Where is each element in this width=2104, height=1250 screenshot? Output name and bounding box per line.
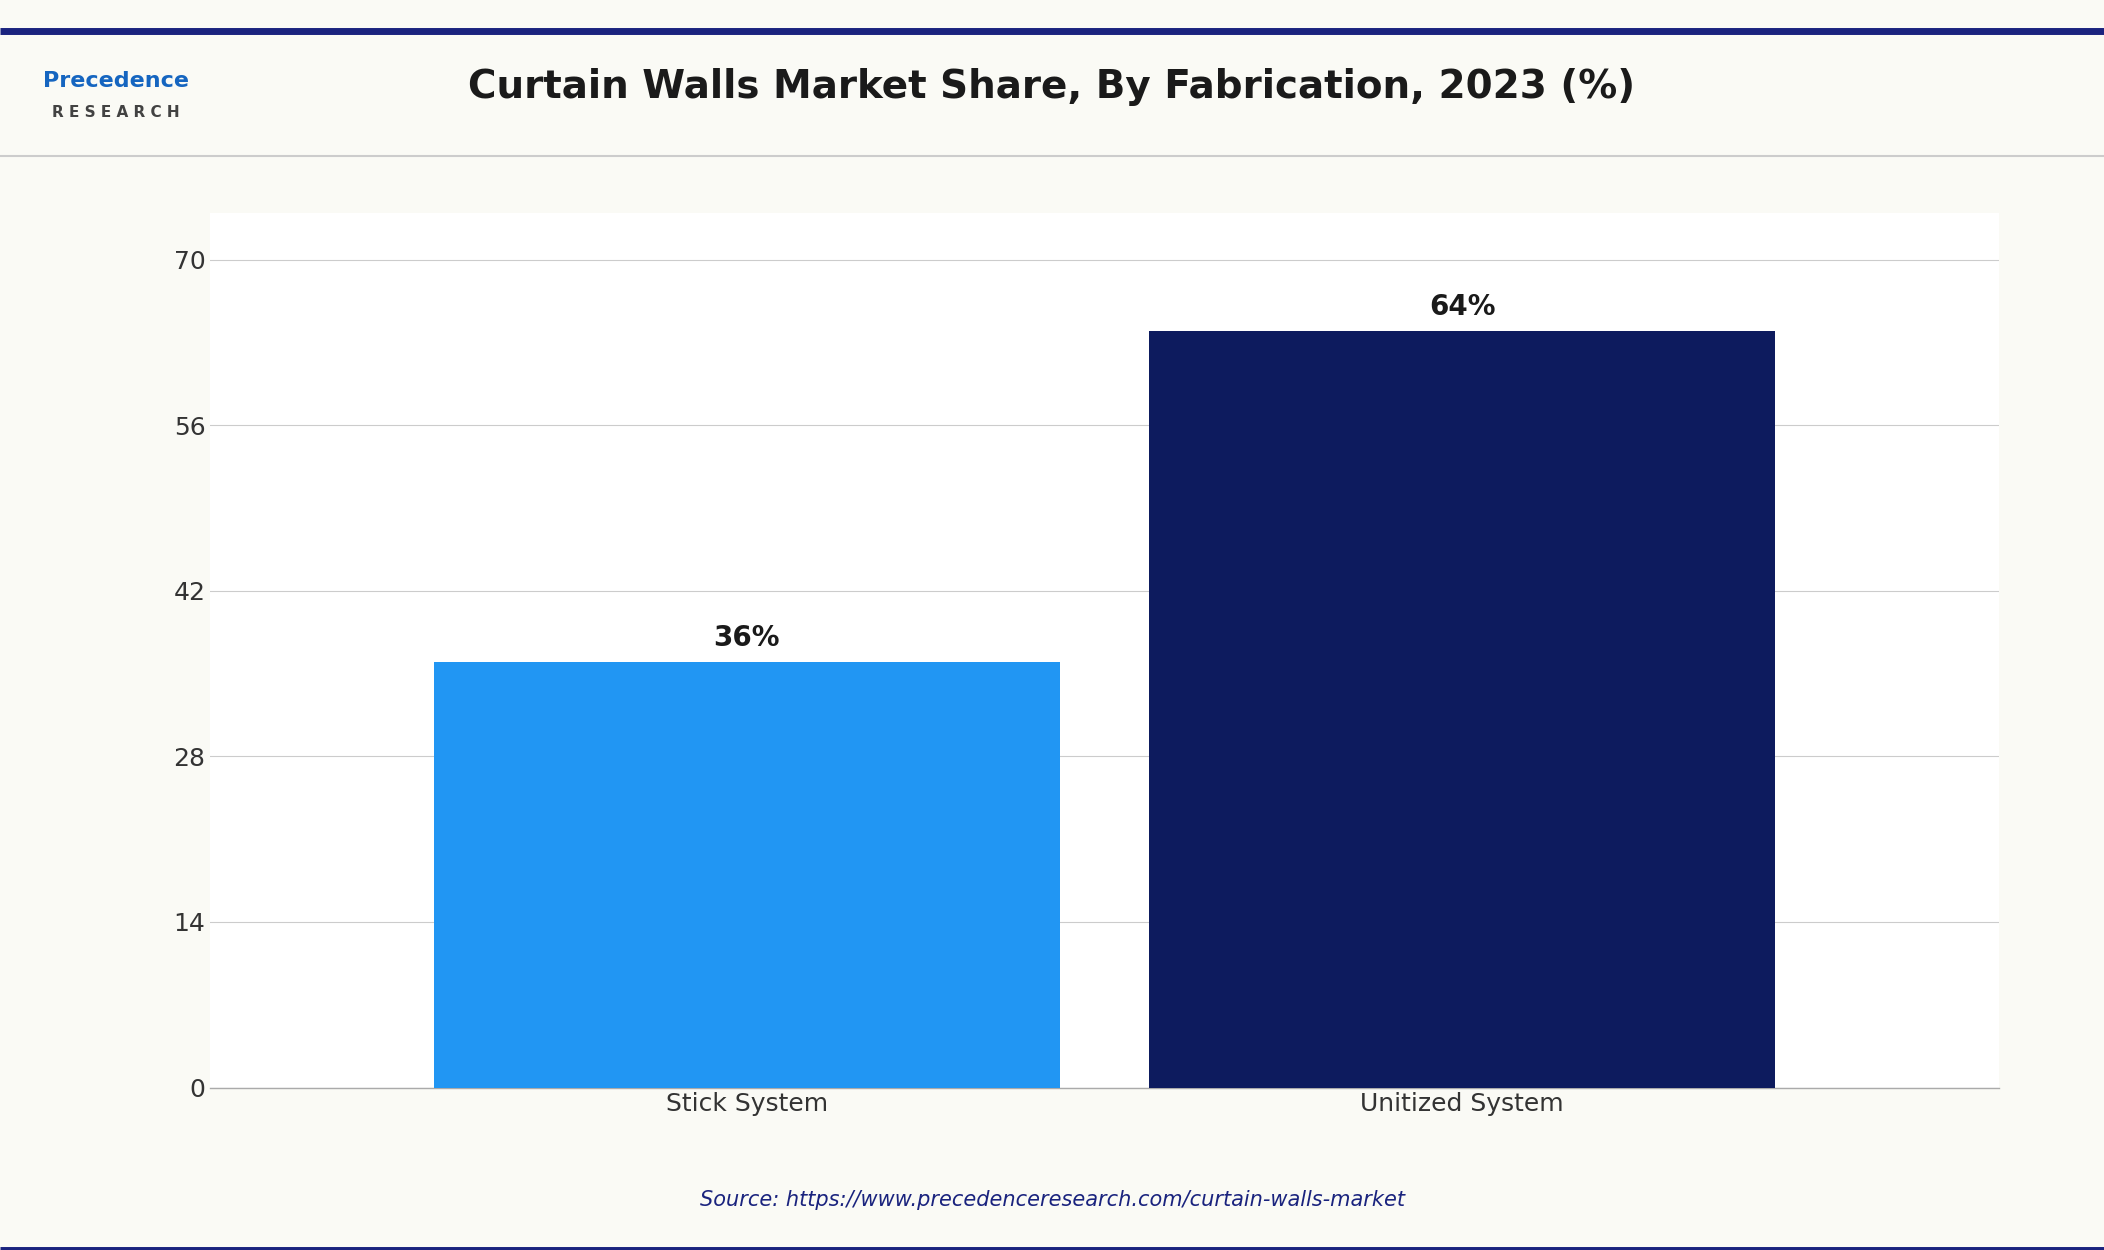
Text: 64%: 64% — [1429, 294, 1496, 321]
Text: R E S E A R C H: R E S E A R C H — [53, 105, 179, 120]
Bar — [433, 661, 1060, 1088]
Text: Source: https://www.precedenceresearch.com/curtain-walls-market: Source: https://www.precedenceresearch.c… — [699, 1190, 1405, 1210]
Text: 36%: 36% — [713, 624, 781, 652]
Text: Precedence: Precedence — [42, 71, 189, 91]
Bar — [1149, 331, 1776, 1088]
Text: Curtain Walls Market Share, By Fabrication, 2023 (%): Curtain Walls Market Share, By Fabricati… — [469, 69, 1635, 106]
